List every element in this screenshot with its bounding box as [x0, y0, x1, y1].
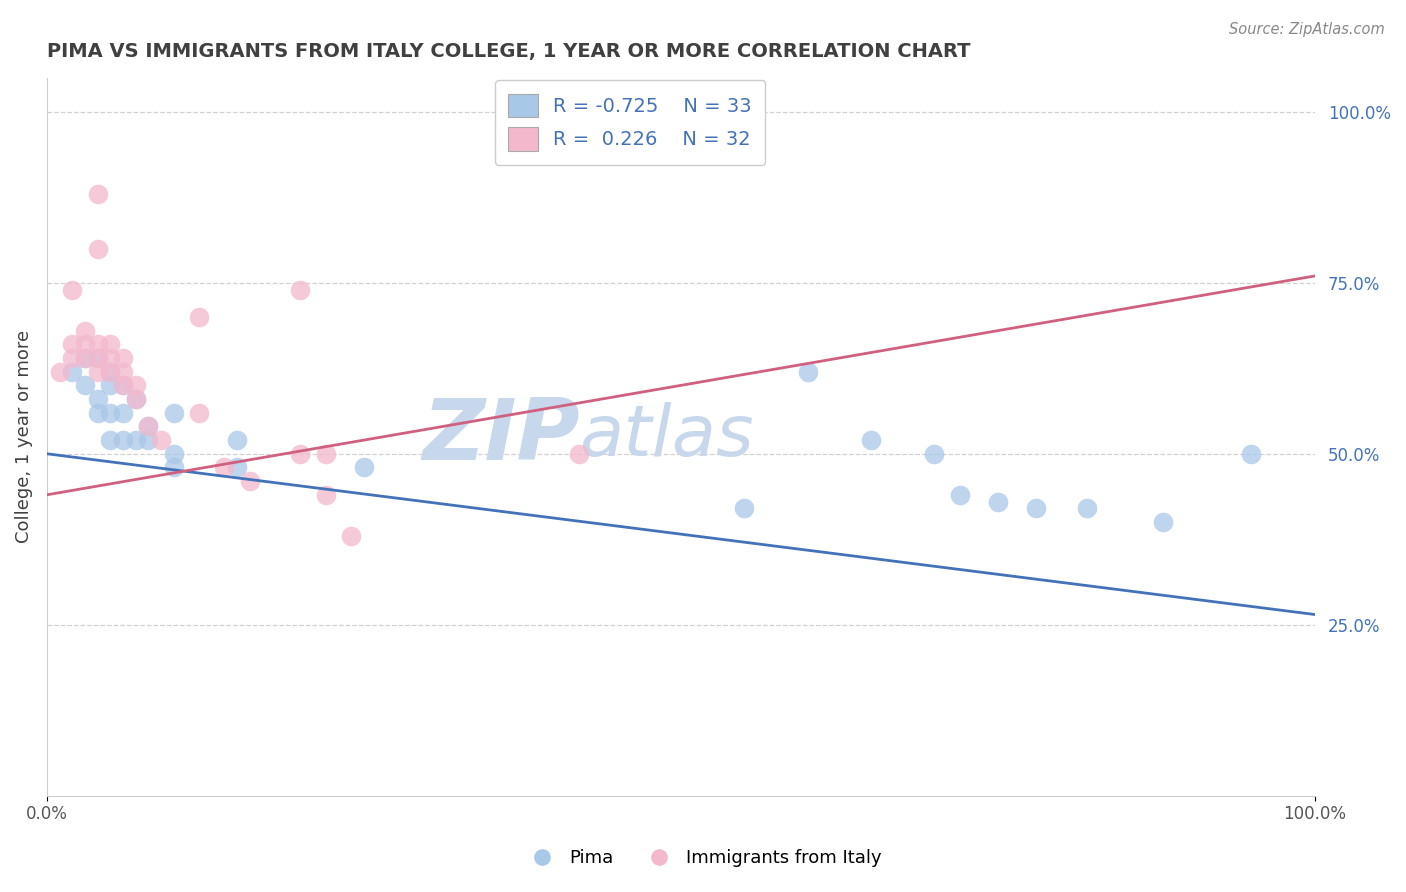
Point — [860, 433, 883, 447]
Point — [226, 460, 249, 475]
Text: ZIP: ZIP — [422, 395, 579, 478]
Point — [86, 406, 108, 420]
Point — [163, 406, 186, 420]
Point — [86, 392, 108, 406]
Legend: R = -0.725    N = 33, R =  0.226    N = 32: R = -0.725 N = 33, R = 0.226 N = 32 — [495, 80, 765, 164]
Point — [924, 447, 946, 461]
Text: Source: ZipAtlas.com: Source: ZipAtlas.com — [1229, 22, 1385, 37]
Point — [98, 365, 121, 379]
Point — [1076, 501, 1098, 516]
Point — [48, 365, 70, 379]
Point — [86, 365, 108, 379]
Point — [163, 447, 186, 461]
Point — [98, 337, 121, 351]
Point — [111, 406, 134, 420]
Point — [290, 283, 312, 297]
Point — [136, 433, 159, 447]
Point — [60, 351, 83, 365]
Point — [86, 351, 108, 365]
Point — [568, 447, 591, 461]
Point — [60, 337, 83, 351]
Point — [136, 419, 159, 434]
Point — [86, 351, 108, 365]
Point — [98, 365, 121, 379]
Point — [949, 488, 972, 502]
Point — [733, 501, 755, 516]
Point — [98, 351, 121, 365]
Point — [150, 433, 173, 447]
Point — [60, 283, 83, 297]
Point — [98, 378, 121, 392]
Point — [353, 460, 375, 475]
Point — [163, 460, 186, 475]
Point — [1025, 501, 1047, 516]
Point — [188, 406, 211, 420]
Point — [124, 433, 146, 447]
Point — [111, 378, 134, 392]
Text: atlas: atlas — [579, 402, 754, 471]
Point — [73, 324, 96, 338]
Point — [290, 447, 312, 461]
Point — [124, 392, 146, 406]
Point — [124, 392, 146, 406]
Point — [111, 433, 134, 447]
Point — [111, 351, 134, 365]
Point — [73, 351, 96, 365]
Point — [73, 351, 96, 365]
Point — [111, 365, 134, 379]
Point — [987, 494, 1010, 508]
Y-axis label: College, 1 year or more: College, 1 year or more — [15, 330, 32, 543]
Point — [60, 365, 83, 379]
Point — [86, 242, 108, 256]
Point — [214, 460, 236, 475]
Point — [136, 419, 159, 434]
Point — [796, 365, 818, 379]
Point — [86, 337, 108, 351]
Point — [86, 186, 108, 201]
Point — [340, 529, 363, 543]
Point — [124, 378, 146, 392]
Point — [315, 447, 337, 461]
Point — [111, 378, 134, 392]
Legend: Pima, Immigrants from Italy: Pima, Immigrants from Italy — [517, 842, 889, 874]
Point — [226, 433, 249, 447]
Text: PIMA VS IMMIGRANTS FROM ITALY COLLEGE, 1 YEAR OR MORE CORRELATION CHART: PIMA VS IMMIGRANTS FROM ITALY COLLEGE, 1… — [46, 42, 970, 61]
Point — [98, 433, 121, 447]
Point — [98, 406, 121, 420]
Point — [1152, 515, 1174, 529]
Point — [188, 310, 211, 324]
Point — [1240, 447, 1263, 461]
Point — [73, 378, 96, 392]
Point — [239, 474, 262, 488]
Point — [73, 337, 96, 351]
Point — [315, 488, 337, 502]
